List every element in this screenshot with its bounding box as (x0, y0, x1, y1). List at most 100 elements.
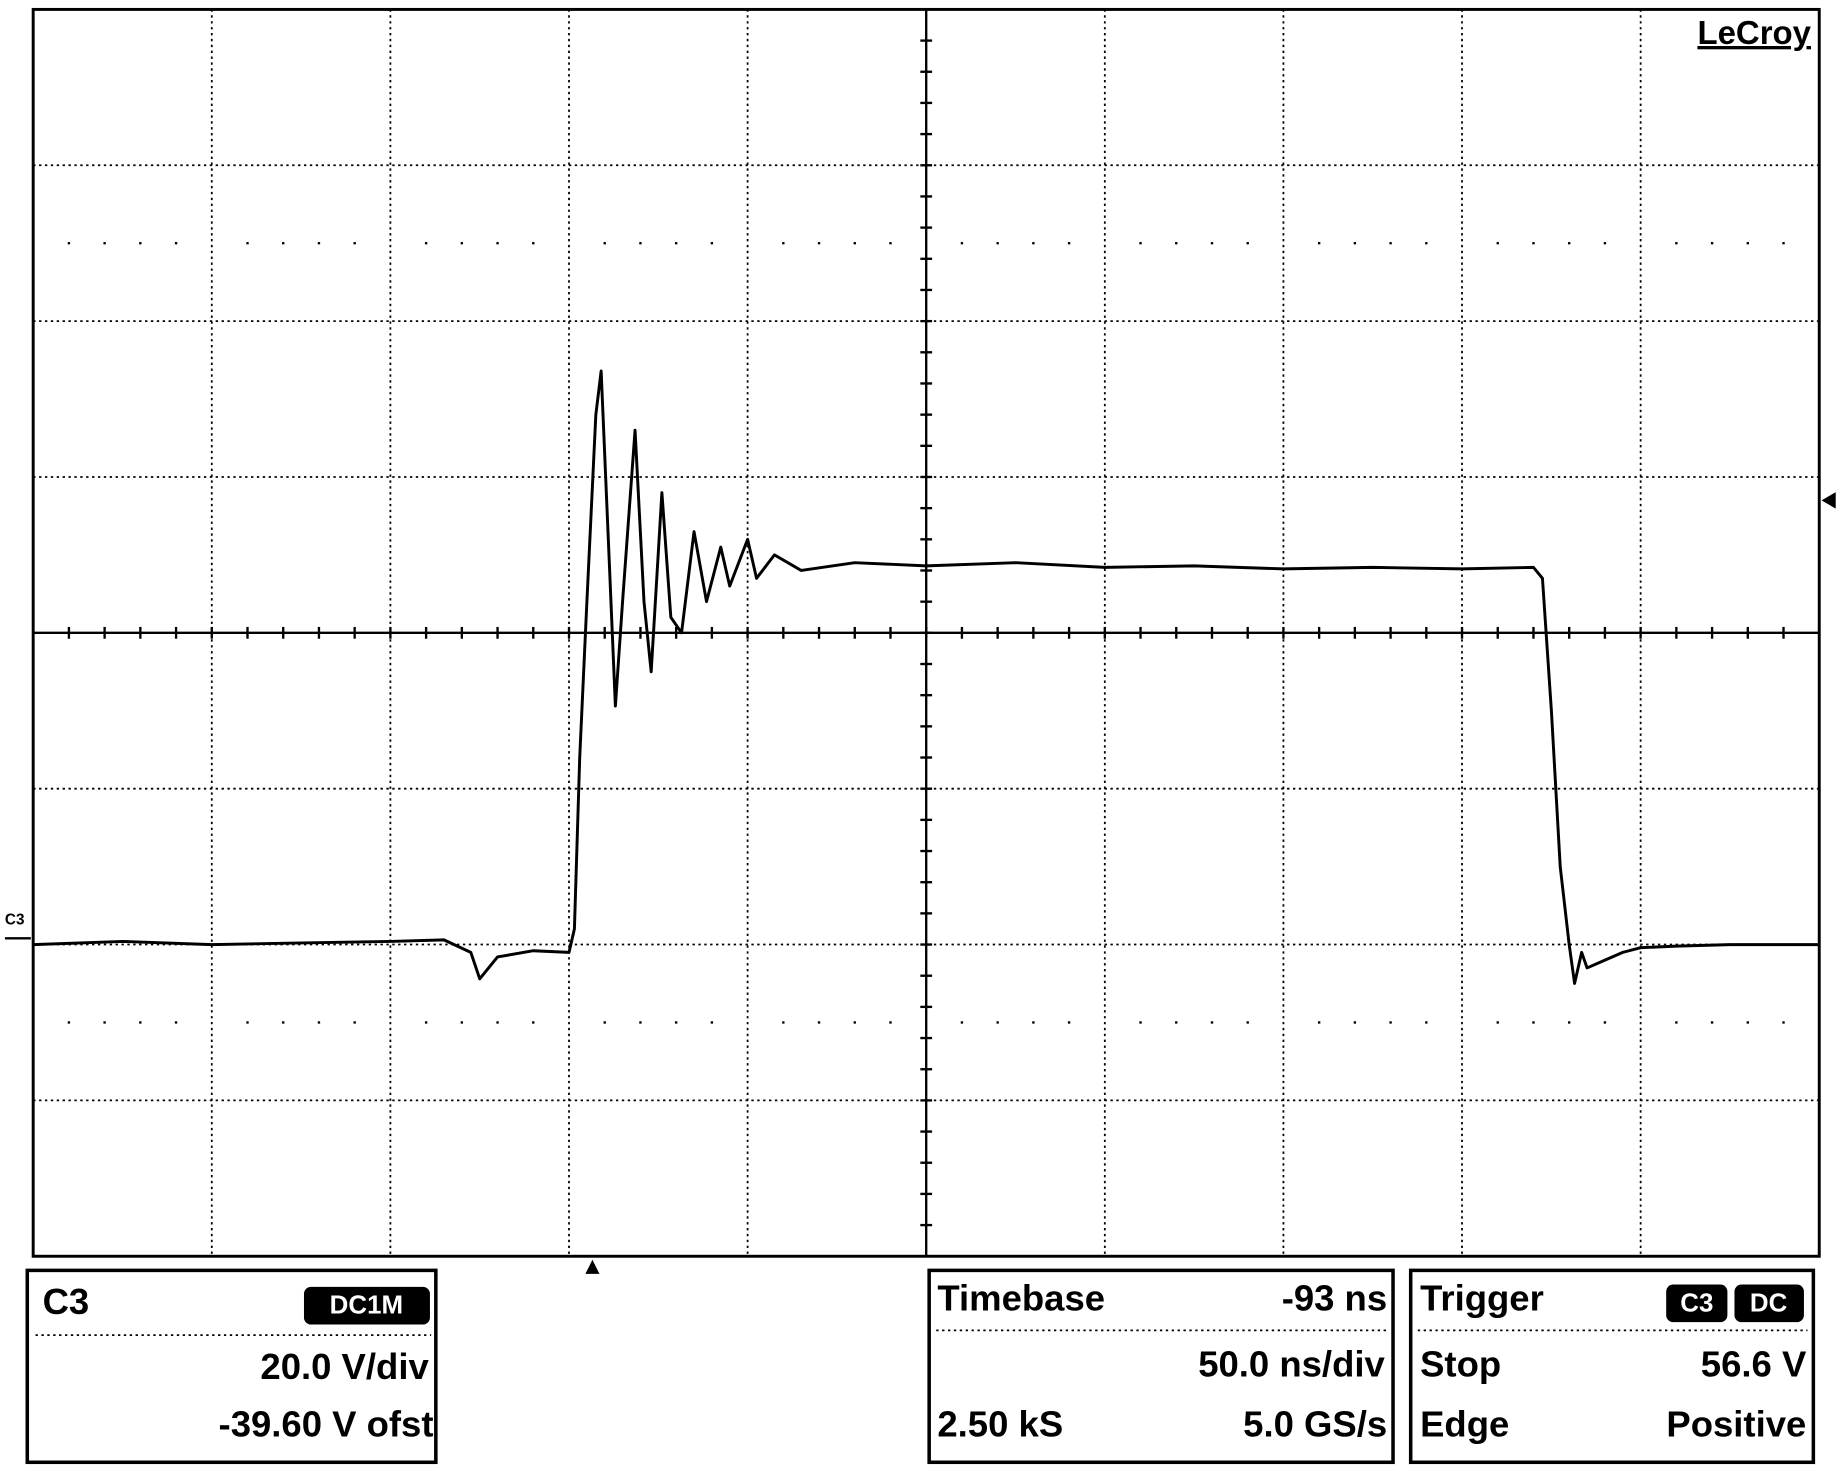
grid-dot (103, 1021, 106, 1024)
grid-dot (246, 242, 249, 245)
grid-dot (960, 242, 964, 245)
sample-count: 2.50 kS (937, 1404, 1063, 1445)
grid-dot (603, 1021, 606, 1024)
trigger-position-marker (585, 1259, 600, 1274)
grid-dot (1246, 1021, 1249, 1024)
grid-dot (1603, 1021, 1607, 1024)
grid-dot (603, 242, 606, 245)
plot-frame (31, 7, 1821, 1258)
channel-marker: C3 (5, 912, 25, 929)
trigger-coupling-badge: DC (1750, 1289, 1787, 1317)
grid-dot (139, 1021, 142, 1024)
grid-dot (817, 1021, 821, 1024)
grid-dot (674, 1021, 678, 1024)
grid-dot (1246, 242, 1249, 245)
grid-dot (1032, 1021, 1035, 1024)
grid-dot (67, 1021, 71, 1024)
trigger-mode: Stop (1420, 1344, 1501, 1385)
grid-dot (424, 242, 428, 245)
trigger-level: 56.6 V (1701, 1344, 1807, 1385)
grid-dot (103, 242, 106, 245)
grid-dot (996, 242, 999, 245)
grid-dot (782, 242, 785, 245)
grid-dot (1175, 242, 1178, 245)
grid-dot (817, 242, 821, 245)
trigger-level-marker (1821, 492, 1836, 509)
grid-dot (996, 1021, 999, 1024)
grid-dot (1317, 1021, 1321, 1024)
grid-dot (889, 242, 892, 245)
grid-dot (1353, 1021, 1357, 1024)
grid-dot (317, 242, 321, 245)
grid-dot (1603, 242, 1607, 245)
grid-dot (853, 242, 856, 245)
grid-dot (1568, 1021, 1571, 1024)
grid-dot (710, 1021, 714, 1024)
grid-dot (1746, 1021, 1749, 1024)
grid-dot (1710, 242, 1714, 245)
coupling-badge: DC1M (330, 1292, 403, 1320)
badge (303, 1286, 430, 1325)
grid-dot (1746, 242, 1749, 245)
grid-dot (282, 1021, 285, 1024)
trigger-panel (1408, 1268, 1816, 1465)
grid-dot (353, 1021, 356, 1024)
grid-dot (1425, 1021, 1428, 1024)
timebase-title: Timebase (937, 1278, 1105, 1319)
brand-logo: LeCroy (1697, 14, 1811, 51)
grid-dot (1675, 1021, 1678, 1024)
grid-dot (174, 242, 178, 245)
grid-dot (139, 242, 142, 245)
trigger-source-badge: C3 (1680, 1289, 1713, 1317)
grid-dot (532, 242, 535, 245)
badge (1734, 1284, 1804, 1323)
grid-dot (1175, 1021, 1178, 1024)
grid-dot (1568, 242, 1571, 245)
grid-dot (853, 1021, 856, 1024)
grid-dot (1675, 242, 1678, 245)
offset: -39.60 V ofst (219, 1404, 434, 1445)
timebase-delay: -93 ns (1282, 1278, 1387, 1319)
grid-dot (889, 1021, 892, 1024)
grid-dot (710, 242, 714, 245)
grid-dot (1353, 242, 1357, 245)
grid-dot (1782, 242, 1785, 245)
grid-dot (1532, 1021, 1535, 1024)
grid-dot (460, 242, 464, 245)
trigger-type: Edge (1420, 1404, 1509, 1445)
grid-dot (460, 1021, 464, 1024)
grid-dot (782, 1021, 785, 1024)
grid-dot (496, 1021, 499, 1024)
grid-dot (317, 1021, 321, 1024)
grid-dot (282, 242, 285, 245)
grid-dot (1067, 1021, 1071, 1024)
grid-dot (1139, 1021, 1142, 1024)
timebase-panel (927, 1268, 1395, 1465)
grid-dot (353, 242, 356, 245)
channel-panel (25, 1268, 438, 1465)
channel-title: C3 (43, 1281, 90, 1322)
grid-dot (1317, 242, 1321, 245)
grid-dot (67, 242, 71, 245)
time-per-div: 50.0 ns/div (1198, 1344, 1385, 1385)
sample-rate: 5.0 GS/s (1243, 1404, 1387, 1445)
grid-dot (174, 1021, 178, 1024)
grid-dot (532, 1021, 535, 1024)
grid-dot (674, 242, 678, 245)
trigger-slope: Positive (1666, 1404, 1806, 1445)
grid-dot (1710, 1021, 1714, 1024)
waveform (33, 369, 1820, 985)
grid-dot (1496, 242, 1499, 245)
grid-dot (1389, 1021, 1392, 1024)
grid-dot (424, 1021, 428, 1024)
grid-dot (1067, 242, 1071, 245)
grid-dot (1425, 242, 1428, 245)
graticule (33, 9, 1820, 1257)
grid-dot (1139, 242, 1142, 245)
grid-dot (1210, 242, 1214, 245)
grid-dot (639, 1021, 642, 1024)
badge (1666, 1284, 1728, 1323)
